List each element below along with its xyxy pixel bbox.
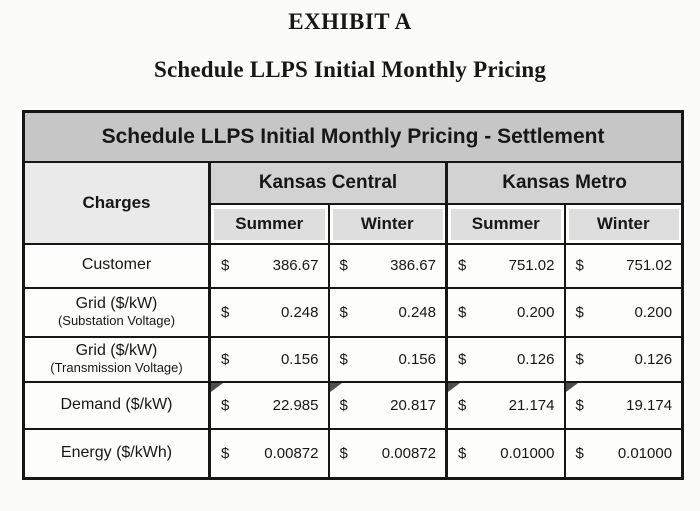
row-sublabel-text: (Substation Voltage) — [57, 312, 176, 328]
cell-corner-mark-icon — [330, 383, 342, 392]
price-cell: $0.248 — [208, 286, 330, 338]
currency-symbol: $ — [575, 396, 584, 414]
table-row-grid-transmission: Grid ($/kW) (Transmission Voltage) $0.15… — [22, 335, 684, 383]
currency-symbol: $ — [221, 350, 230, 368]
row-label-grid-transmission: Grid ($/kW) (Transmission Voltage) — [22, 335, 211, 383]
price-cell: $0.156 — [208, 335, 330, 383]
price-cell: $386.67 — [208, 242, 330, 289]
price-value: 0.156 — [398, 350, 436, 368]
currency-symbol: $ — [339, 444, 348, 462]
price-value: 20.817 — [390, 396, 436, 414]
season-header-kc-winter: Winter — [327, 202, 448, 245]
currency-symbol: $ — [339, 396, 348, 414]
price-cell: $0.248 — [327, 286, 448, 338]
currency-symbol: $ — [575, 444, 584, 462]
currency-symbol: $ — [458, 444, 467, 462]
row-label-demand: Demand ($/kW) — [22, 380, 211, 430]
price-value: 22.985 — [272, 396, 319, 414]
price-cell: $0.126 — [445, 335, 566, 383]
price-value: 0.200 — [516, 303, 555, 321]
price-cell: $0.200 — [563, 286, 684, 338]
price-value: 0.200 — [634, 303, 673, 321]
region-header-kansas-central: Kansas Central — [208, 160, 448, 205]
row-label-text: Grid ($/kW) — [75, 342, 158, 360]
row-label-text: Demand ($/kW) — [60, 395, 173, 413]
price-cell: $0.01000 — [445, 427, 566, 480]
cell-corner-mark-icon — [212, 383, 223, 392]
price-value: 0.248 — [398, 303, 436, 321]
season-header-km-summer: Summer — [445, 202, 566, 245]
season-header-row: Summer Winter Summer Winter — [24, 202, 684, 245]
price-value: 0.248 — [280, 303, 319, 321]
table-title-row: Schedule LLPS Initial Monthly Pricing - … — [22, 110, 684, 163]
document-subtitle: Schedule LLPS Initial Monthly Pricing — [153, 57, 547, 82]
price-cell: $0.156 — [327, 335, 448, 383]
price-value: 0.156 — [280, 350, 319, 368]
table-row-energy: Energy ($/kWh) $0.00872 $0.00872 $0.0100… — [22, 427, 684, 480]
currency-symbol: $ — [575, 350, 584, 368]
currency-symbol: $ — [221, 257, 230, 274]
price-cell: $0.00872 — [327, 427, 448, 480]
charges-header: Charges — [22, 160, 211, 245]
cell-corner-mark-icon — [566, 383, 578, 392]
row-label-text: Grid ($/kW) — [75, 295, 158, 313]
price-cell: $0.126 — [563, 335, 684, 383]
price-value: 386.67 — [390, 257, 436, 274]
row-label-customer: Customer — [22, 242, 211, 289]
season-header-kc-summer: Summer — [208, 202, 330, 245]
price-cell: $0.00872 — [208, 427, 330, 480]
row-sublabel-text: (Transmission Voltage) — [50, 359, 183, 375]
table-row-grid-substation: Grid ($/kW) (Substation Voltage) $0.248 … — [22, 286, 684, 338]
currency-symbol: $ — [458, 396, 467, 414]
price-cell: $751.02 — [445, 242, 566, 289]
currency-symbol: $ — [221, 396, 230, 414]
currency-symbol: $ — [339, 303, 348, 321]
pricing-table: Schedule LLPS Initial Monthly Pricing - … — [22, 110, 685, 480]
price-value: 386.67 — [272, 257, 319, 274]
price-value: 0.00872 — [264, 444, 319, 462]
season-header-km-winter: Winter — [563, 202, 684, 245]
currency-symbol: $ — [575, 303, 584, 321]
row-label-text: Customer — [81, 256, 152, 274]
price-value: 0.01000 — [617, 444, 673, 462]
price-cell: $21.174 — [445, 380, 566, 430]
table-row-customer: Customer $386.67 $386.67 $751.02 $751.02 — [22, 242, 684, 289]
currency-symbol: $ — [221, 444, 230, 462]
price-value: 0.126 — [516, 350, 555, 368]
region-header-kansas-metro: Kansas Metro — [444, 160, 684, 205]
price-value: 751.02 — [508, 257, 555, 274]
price-cell: $20.817 — [327, 380, 448, 430]
price-value: 21.174 — [508, 396, 555, 414]
currency-symbol: $ — [575, 257, 584, 274]
currency-symbol: $ — [458, 257, 467, 274]
price-cell: $0.01000 — [563, 427, 684, 480]
price-value: 19.174 — [626, 396, 673, 414]
price-value: 0.126 — [634, 350, 673, 368]
table-row-demand: Demand ($/kW) $22.985 $20.817 $21.174 $1… — [22, 380, 684, 430]
currency-symbol: $ — [458, 350, 467, 368]
price-value: 0.01000 — [500, 444, 555, 462]
price-value: 0.00872 — [381, 444, 436, 462]
currency-symbol: $ — [458, 303, 467, 321]
row-label-energy: Energy ($/kWh) — [22, 427, 211, 480]
region-header-row: Charges Kansas Central Kansas Metro — [22, 160, 684, 245]
cell-corner-mark-icon — [449, 383, 460, 392]
table-title: Schedule LLPS Initial Monthly Pricing - … — [22, 110, 684, 163]
row-label-text: Energy ($/kWh) — [60, 444, 173, 462]
price-cell: $22.985 — [208, 380, 330, 430]
currency-symbol: $ — [221, 303, 230, 321]
currency-symbol: $ — [339, 350, 348, 368]
price-cell: $386.67 — [327, 242, 448, 289]
price-cell: $751.02 — [563, 242, 684, 289]
price-cell: $19.174 — [563, 380, 684, 430]
row-label-grid-substation: Grid ($/kW) (Substation Voltage) — [22, 286, 211, 338]
currency-symbol: $ — [339, 257, 348, 274]
price-cell: $0.200 — [445, 286, 566, 338]
price-value: 751.02 — [626, 257, 673, 274]
exhibit-title: EXHIBIT A — [288, 9, 412, 34]
